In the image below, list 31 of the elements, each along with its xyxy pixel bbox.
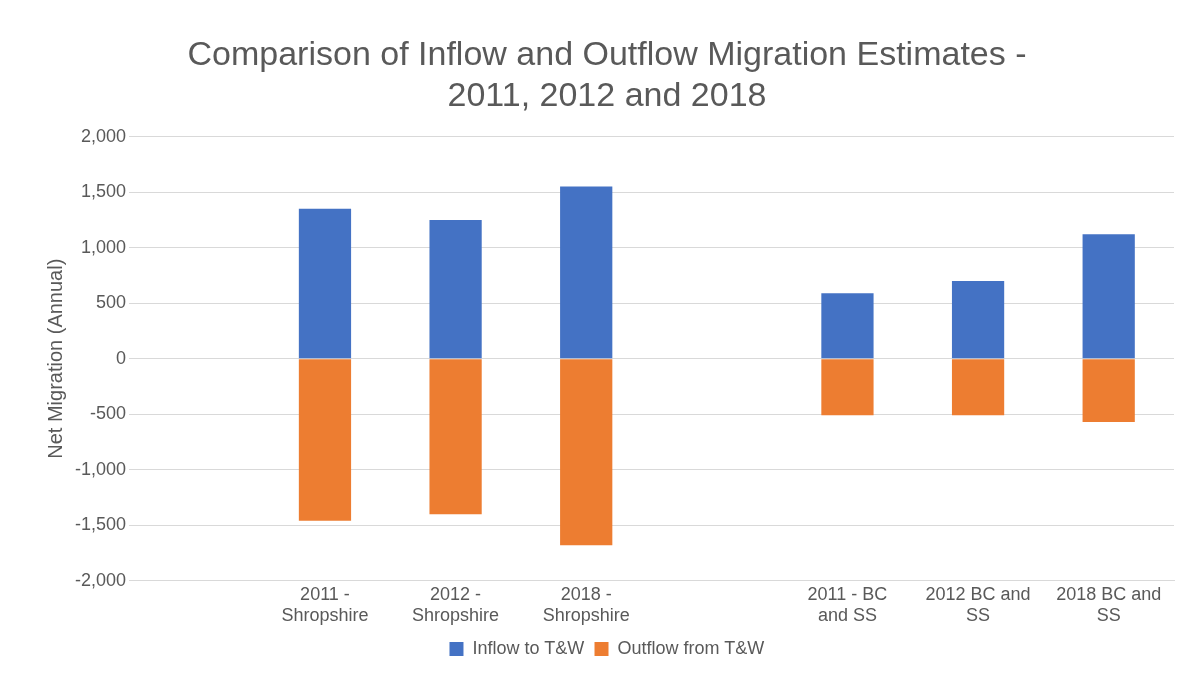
bar [951, 359, 1005, 416]
y-tick-label: -1,000 [74, 458, 127, 479]
bar [560, 359, 613, 546]
y-tick-label: 0 [116, 347, 127, 368]
bar [429, 359, 482, 515]
bar [821, 359, 874, 416]
legend-label: Inflow to T&W [472, 637, 585, 658]
bar [821, 293, 874, 359]
bar [1082, 234, 1135, 359]
x-tick-label: 2012 BC and SS [925, 583, 1031, 626]
x-tick-label: 2018 BC and SS [1056, 583, 1162, 626]
x-tick-label: 2011 - Shropshire [281, 583, 369, 626]
y-axis-title: Net Migration (Annual) [43, 258, 66, 459]
chart-title: Comparison of Inflow and Outflow Migration Estimates - 2011, 2012 and 2018 [187, 33, 1027, 113]
bar [951, 280, 1005, 359]
x-tick-label: 2018 - Shropshire [542, 583, 630, 626]
y-tick-label: 2,000 [80, 125, 127, 146]
y-tick-label: 500 [95, 292, 127, 313]
y-tick-label: -500 [90, 403, 127, 424]
y-tick-label: -2,000 [74, 569, 127, 590]
x-tick-label: 2011 - BC and SS [807, 583, 888, 626]
y-tick-label: 1,500 [80, 181, 127, 202]
y-tick-label: 1,000 [80, 236, 127, 257]
bar [560, 186, 613, 359]
x-tick-label: 2012 - Shropshire [412, 583, 500, 626]
bar [298, 359, 352, 521]
bar [298, 208, 352, 359]
bar [429, 219, 482, 359]
y-tick-label: -1,500 [74, 514, 127, 535]
legend-label: Outflow from T&W [617, 637, 765, 658]
bar [1082, 359, 1135, 422]
